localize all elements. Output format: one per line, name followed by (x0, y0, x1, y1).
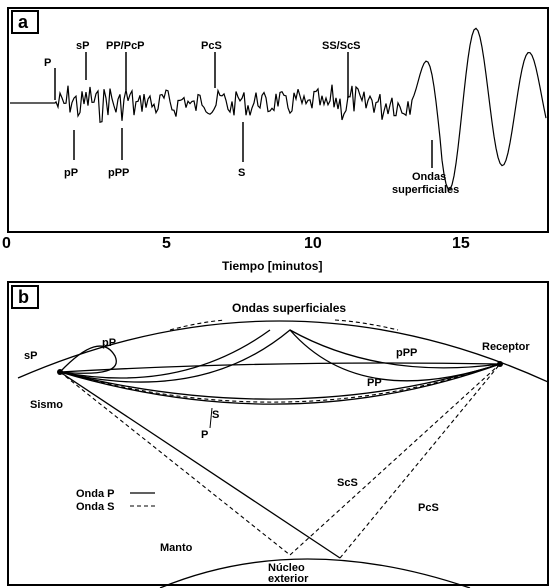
ray-label: P (201, 429, 208, 441)
receptor-label: Receptor (482, 341, 530, 353)
phase-label: P (44, 57, 51, 69)
phase-label: pPP (108, 167, 129, 179)
x-tick-label: 10 (304, 235, 322, 252)
ray-label: pPP (396, 347, 417, 359)
phase-ticks (55, 52, 432, 168)
arrow (170, 320, 225, 330)
ray-label: pP (102, 337, 116, 349)
legend-label: Onda P (76, 488, 115, 500)
figure: a P sP PP/PcP PcS SS/ScS pP pPP S Ondas … (0, 0, 551, 588)
phase-label: S (238, 167, 245, 179)
surface-label: superficiales (392, 184, 459, 196)
legend-label: Onda S (76, 501, 115, 513)
ray-label: S (212, 409, 219, 421)
x-tick-label: 0 (2, 235, 11, 252)
phase-label: PcS (201, 40, 222, 52)
seismogram (10, 28, 546, 189)
surface-label: Ondas (412, 171, 446, 183)
phase-label: pP (64, 167, 78, 179)
ray-label: PP (367, 377, 382, 389)
sismo-label: Sismo (30, 399, 63, 411)
ray-label: sP (24, 350, 37, 362)
phase-label: PP/PcP (106, 40, 145, 52)
panel-a-label: a (18, 12, 29, 32)
mantle-label: Manto (160, 542, 193, 554)
ray-label: PcS (418, 502, 439, 514)
phase-label: sP (76, 40, 89, 52)
surface-title: Ondas superficiales (232, 301, 346, 315)
x-tick-label: 5 (162, 235, 171, 252)
panel-b-label: b (18, 287, 29, 307)
x-axis-title: Tiempo [minutos] (222, 259, 322, 273)
ray-label: ScS (337, 477, 358, 489)
core-label: exterior (268, 573, 309, 585)
phase-label: SS/ScS (322, 40, 361, 52)
panel-b-frame (8, 282, 548, 585)
earth-structure (18, 321, 548, 588)
x-tick-label: 15 (452, 235, 470, 252)
